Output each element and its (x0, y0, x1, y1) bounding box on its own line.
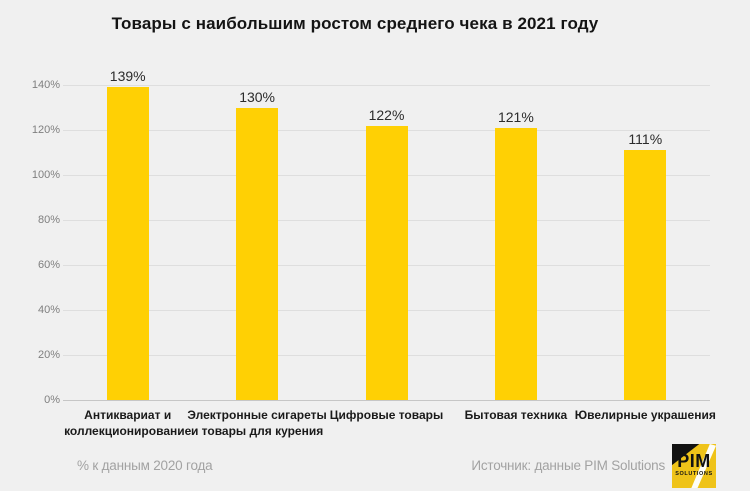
gridline (63, 84, 710, 86)
bar-value-label: 139% (109, 68, 146, 85)
bar-1 (106, 87, 149, 400)
footer-note: % к данным 2020 года (77, 458, 213, 473)
y-axis-tick-label: 120% (31, 124, 60, 136)
y-axis-tick-label: 60% (37, 259, 60, 271)
y-axis-tick-label: 20% (37, 349, 60, 361)
x-axis-line (63, 399, 710, 401)
y-axis-tick-label: 40% (37, 304, 60, 316)
bar-5 (624, 150, 667, 400)
pim-solutions-logo: PIM SOLUTIONS (672, 444, 716, 488)
plot-area: 139% 130% 122% 121% 111% (63, 68, 710, 401)
x-axis-category-label: Цифровые товары (329, 408, 444, 422)
bar-2 (236, 107, 279, 400)
y-axis-tick-label: 140% (31, 79, 60, 91)
bar-value-label: 111% (628, 131, 663, 148)
bar-3 (365, 125, 408, 400)
y-axis-tick-label: 80% (37, 214, 60, 226)
bar-value-label: 122% (368, 106, 405, 123)
bar-value-label: 130% (239, 88, 275, 105)
logo-subtext: SOLUTIONS (675, 471, 713, 477)
chart-title: Товары с наибольшим ростом среднего чека… (111, 14, 599, 33)
y-axis-tick-label: 100% (31, 169, 60, 181)
bar-4 (494, 127, 537, 400)
x-axis-category-label: Бытовая техника (464, 408, 568, 422)
logo-text: PIM (677, 451, 711, 471)
x-axis-category-label: Электронные сигареты и товары для курения (187, 408, 327, 438)
x-axis-category-label: Ювелирные украшения (574, 408, 716, 422)
x-axis-category-label: Антиквариат и коллекционирование (64, 408, 192, 438)
y-axis-tick-label: 0% (44, 394, 60, 406)
footer-source: Источник: данные PIM Solutions (471, 458, 665, 473)
bar-value-label: 121% (497, 108, 534, 125)
